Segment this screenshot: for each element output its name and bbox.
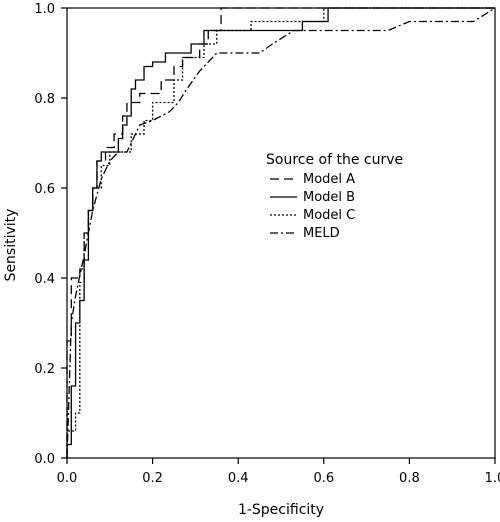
series-line-model-c [66,7,495,458]
legend-title: Source of the curve [266,152,403,168]
series-line-meld [66,7,496,459]
y-tick-labels: 0.0 0.2 0.4 0.6 0.8 1.0 [34,2,55,467]
y-tick-label: 0.4 [34,272,55,287]
legend-label: MELD [303,226,340,241]
legend-label: Model B [303,190,355,205]
x-tick-label: 0.6 [313,471,334,486]
y-tick-label: 0.0 [34,452,55,467]
x-tick-label: 0.8 [399,471,420,486]
axis-ticks [61,7,496,464]
x-axis-title: 1-Specificity [238,502,324,518]
legend-label: Model A [303,172,355,187]
legend-label: Model C [303,208,355,223]
x-tick-labels: 0.0 0.2 0.4 0.6 0.8 1.0 [57,471,500,486]
series-line-model-b [66,7,495,458]
legend-items: Model A Model B Model C MELD [270,172,355,241]
y-tick-label: 0.2 [34,362,55,377]
x-tick-label: 1.0 [485,471,500,486]
x-tick-label: 0.0 [57,471,78,486]
plot-frame [66,7,496,459]
y-tick-label: 0.8 [34,92,55,107]
x-tick-label: 0.2 [142,471,163,486]
y-tick-label: 1.0 [34,2,55,17]
y-axis-title: Sensitivity [3,209,19,282]
curves-layer [66,7,496,459]
y-tick-label: 0.6 [34,182,55,197]
x-tick-label: 0.4 [228,471,249,486]
